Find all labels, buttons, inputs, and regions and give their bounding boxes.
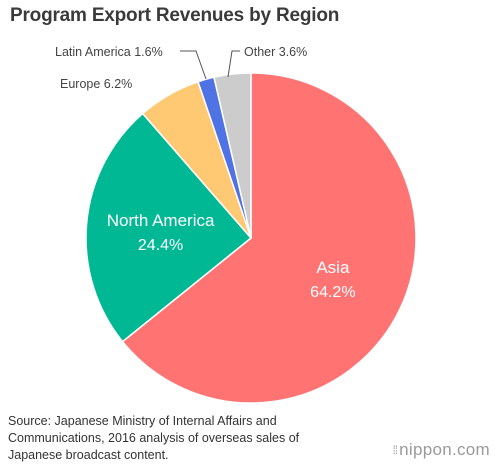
pie-slice-asia [121, 72, 417, 404]
leader-line [227, 50, 240, 78]
slice-label: Europe 6.2% [60, 77, 132, 91]
brand-dots-icon: ⁞⁞ [392, 443, 398, 457]
pie-slice-other [213, 72, 252, 239]
source-note: Source: Japanese Ministry of Internal Af… [8, 414, 300, 462]
slice-value-label: 64.2% [310, 284, 355, 301]
slice-label: Other 3.6% [244, 45, 307, 59]
brand-logo: ⁞⁞ nippon.com [392, 440, 490, 460]
pie-slice-north-america [85, 112, 253, 343]
pie-chart: Asia 64.2% North America 24.4% Europe 6.2% La… [55, 45, 417, 404]
slice-label: Latin America 1.6% [55, 45, 163, 59]
slice-value-label: 24.4% [138, 237, 183, 254]
brand-name: nippon.com [399, 440, 490, 459]
slice-label: North America [107, 211, 215, 230]
chart-title: Program Export Revenues by Region [10, 5, 340, 26]
slice-label: Asia [316, 258, 350, 277]
leader-line [180, 50, 207, 80]
